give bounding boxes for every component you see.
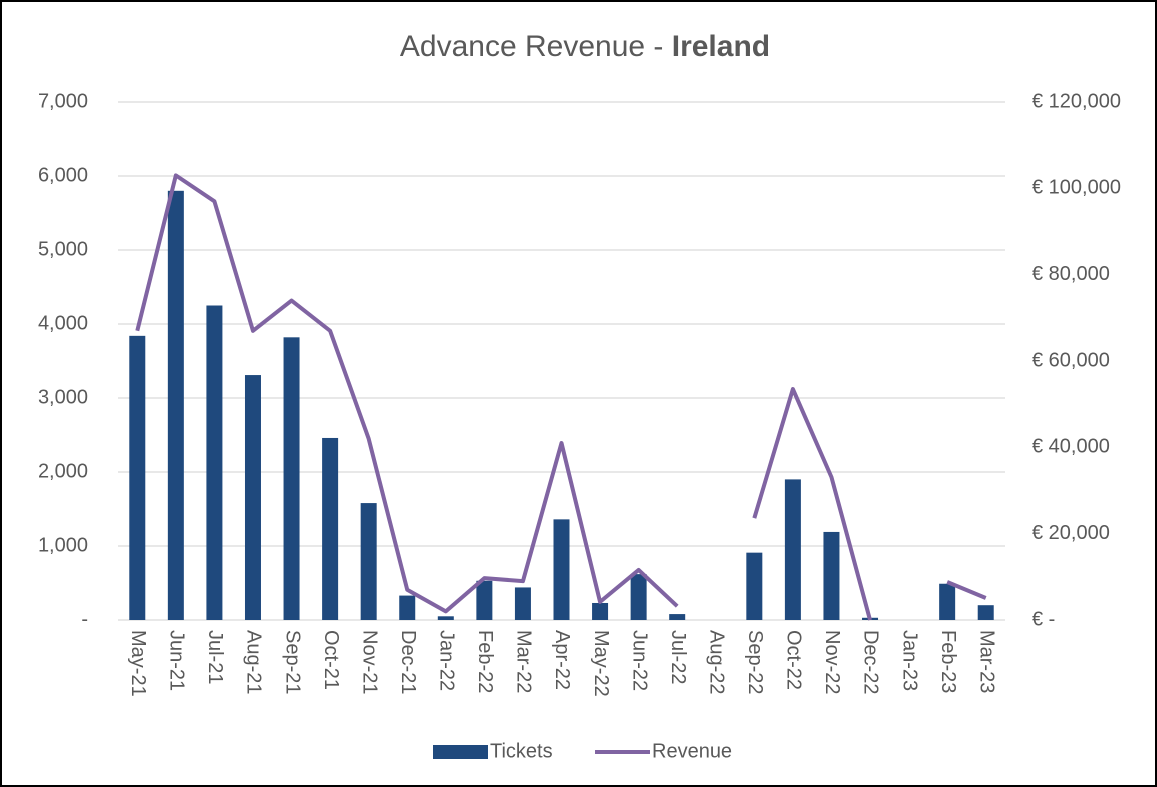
legend-label: Revenue [652, 740, 732, 762]
x-tick-label: May-21 [127, 630, 149, 697]
x-tick-label: Apr-22 [551, 630, 573, 690]
y-tick-label: 4,000 [38, 312, 88, 334]
x-tick-label: Nov-21 [358, 630, 380, 694]
bar [977, 605, 994, 620]
chart-title: Advance Revenue - Ireland [400, 30, 770, 63]
x-tick-label: Mar-22 [513, 630, 535, 693]
y-tick-label: 7,000 [38, 90, 88, 112]
y-tick-label: 2,000 [38, 460, 88, 482]
bar [360, 503, 377, 620]
bar [437, 616, 454, 620]
bar [399, 595, 416, 620]
line [135, 173, 987, 621]
x-tick-label: Jul-21 [204, 630, 226, 684]
bar [476, 580, 493, 620]
y-tick-label: - [81, 608, 88, 630]
x-tick-label: May-22 [590, 630, 612, 697]
x-tick-label: Aug-22 [705, 630, 727, 695]
x-tick-label: Nov-22 [821, 630, 843, 694]
bar [592, 602, 609, 620]
x-tick-label: Jun-21 [166, 630, 188, 691]
y2-tick-label: € 60,000 [1032, 349, 1110, 371]
y-tick-label: 6,000 [38, 164, 88, 186]
bar [322, 437, 339, 620]
x-tick-label: Mar-23 [975, 630, 997, 693]
x-tick-label: Feb-23 [937, 630, 959, 693]
x-tick-label: Sep-21 [281, 630, 303, 695]
title-text: Advance Revenue - [400, 30, 664, 63]
x-tick-label: Oct-22 [783, 630, 805, 690]
y2-tick-label: € - [1032, 608, 1055, 630]
x-tick-label: Aug-21 [243, 630, 265, 695]
x-tick-label: Jul-22 [667, 630, 689, 684]
bar [283, 337, 300, 620]
x-tick-label: Feb-22 [474, 630, 496, 693]
bar [514, 587, 531, 620]
bar [630, 574, 647, 620]
bar [784, 479, 801, 620]
title-bold: Ireland [672, 30, 770, 63]
bar [167, 190, 184, 621]
bar [939, 583, 956, 620]
bar [129, 335, 146, 620]
x-tick-label: Dec-22 [860, 630, 882, 694]
legend-label: Tickets [490, 740, 553, 762]
bar [669, 614, 686, 620]
y2-tick-label: € 40,000 [1032, 436, 1110, 458]
bar [244, 375, 261, 620]
x-tick-label: Jan-23 [898, 630, 920, 691]
y-tick-label: 5,000 [38, 238, 88, 260]
y2-tick-label: € 120,000 [1032, 90, 1121, 112]
bar [746, 552, 763, 620]
bar [206, 305, 223, 620]
bar [553, 519, 570, 620]
y2-tick-label: € 80,000 [1032, 263, 1110, 285]
y2-tick-label: € 100,000 [1032, 177, 1121, 199]
x-tick-label: Jun-22 [628, 630, 650, 691]
y-tick-label: 3,000 [38, 386, 88, 408]
x-tick-label: Dec-21 [397, 630, 419, 694]
x-tick-label: Jan-22 [436, 630, 458, 691]
legend-swatch [433, 745, 488, 759]
bar [823, 531, 840, 620]
y-tick-label: 1,000 [38, 534, 88, 556]
x-tick-label: Oct-21 [320, 630, 342, 690]
x-tick-label: Sep-22 [744, 630, 766, 695]
y2-tick-label: € 20,000 [1032, 522, 1110, 544]
